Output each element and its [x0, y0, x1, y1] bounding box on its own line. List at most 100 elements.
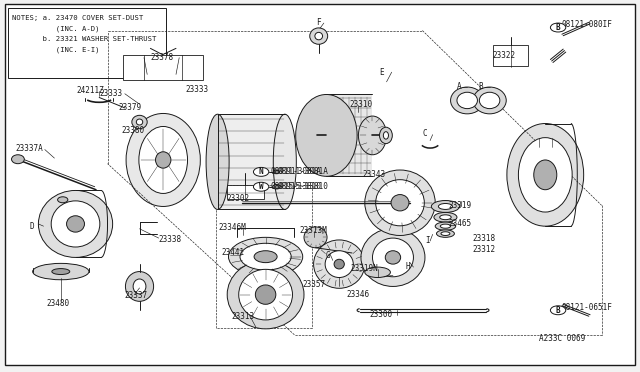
- Ellipse shape: [228, 237, 303, 276]
- Ellipse shape: [380, 127, 392, 144]
- Ellipse shape: [12, 155, 24, 164]
- Ellipse shape: [441, 232, 450, 235]
- Text: 23312: 23312: [472, 246, 495, 254]
- Text: D: D: [29, 222, 34, 231]
- Ellipse shape: [440, 224, 451, 228]
- Ellipse shape: [534, 160, 557, 190]
- Ellipse shape: [315, 32, 323, 40]
- Ellipse shape: [239, 269, 292, 320]
- Ellipse shape: [440, 215, 451, 219]
- Ellipse shape: [273, 114, 296, 209]
- Ellipse shape: [334, 259, 344, 269]
- Bar: [493, 45, 528, 66]
- Ellipse shape: [451, 87, 484, 114]
- Circle shape: [550, 23, 566, 32]
- Text: I: I: [425, 236, 429, 245]
- Text: B: B: [556, 23, 561, 32]
- Text: 23343: 23343: [363, 170, 386, 179]
- Ellipse shape: [156, 152, 171, 168]
- Text: 23322: 23322: [493, 51, 516, 60]
- Ellipse shape: [139, 126, 188, 193]
- Text: 23310: 23310: [349, 100, 372, 109]
- Ellipse shape: [479, 92, 500, 109]
- Text: 23302: 23302: [227, 194, 250, 203]
- Ellipse shape: [136, 119, 143, 125]
- Text: 23319: 23319: [448, 201, 471, 210]
- Ellipse shape: [125, 272, 154, 301]
- Text: 23441: 23441: [221, 248, 244, 257]
- Ellipse shape: [376, 180, 424, 226]
- Ellipse shape: [358, 116, 387, 155]
- Text: 23338: 23338: [159, 235, 182, 244]
- Text: b. 23321 WASHER SET-THRUST: b. 23321 WASHER SET-THRUST: [12, 36, 156, 42]
- Text: 24211Z: 24211Z: [77, 86, 104, 94]
- Text: 23357: 23357: [302, 280, 325, 289]
- Ellipse shape: [435, 222, 456, 230]
- Ellipse shape: [133, 279, 146, 294]
- Ellipse shape: [457, 92, 477, 109]
- Ellipse shape: [33, 263, 89, 280]
- Text: 08121-080IF: 08121-080IF: [562, 20, 612, 29]
- Ellipse shape: [67, 216, 84, 232]
- Circle shape: [550, 306, 566, 315]
- Text: N: N: [259, 167, 264, 176]
- Text: C: C: [422, 129, 427, 138]
- Ellipse shape: [58, 197, 68, 203]
- Bar: [218, 114, 285, 209]
- Bar: [8, 8, 166, 78]
- Ellipse shape: [314, 240, 365, 288]
- Ellipse shape: [52, 269, 70, 275]
- Ellipse shape: [51, 201, 100, 247]
- Text: 23480: 23480: [46, 299, 69, 308]
- Circle shape: [253, 182, 269, 191]
- Text: B: B: [479, 82, 483, 91]
- Text: 23318: 23318: [472, 234, 495, 243]
- Text: 23378: 23378: [150, 53, 173, 62]
- Text: 08915-13810: 08915-13810: [270, 182, 321, 191]
- Ellipse shape: [385, 251, 401, 264]
- Ellipse shape: [273, 185, 280, 189]
- Text: 08911-3081A: 08911-3081A: [270, 167, 321, 176]
- Text: 08915-13810: 08915-13810: [278, 182, 328, 191]
- Ellipse shape: [325, 251, 353, 278]
- Text: 23319N: 23319N: [351, 264, 378, 273]
- Text: G: G: [326, 251, 330, 260]
- Text: 23465: 23465: [448, 219, 471, 228]
- Text: B: B: [556, 306, 561, 315]
- Ellipse shape: [126, 113, 200, 206]
- Ellipse shape: [296, 94, 357, 176]
- Text: 23337A: 23337A: [15, 144, 43, 153]
- Ellipse shape: [240, 243, 291, 270]
- Text: 23346M: 23346M: [219, 223, 246, 232]
- Text: 23379: 23379: [118, 103, 141, 112]
- Circle shape: [253, 167, 269, 176]
- Ellipse shape: [365, 170, 435, 235]
- Text: NOTES; a. 23470 COVER SET-DUST: NOTES; a. 23470 COVER SET-DUST: [12, 15, 143, 21]
- Text: A233C 0069: A233C 0069: [539, 334, 585, 343]
- Text: 08121-0651F: 08121-0651F: [562, 303, 612, 312]
- Text: A: A: [457, 82, 461, 91]
- Ellipse shape: [518, 138, 572, 212]
- Ellipse shape: [434, 212, 457, 222]
- Text: 08911-3081A: 08911-3081A: [278, 167, 328, 176]
- Text: 23333: 23333: [186, 85, 209, 94]
- Ellipse shape: [206, 114, 229, 209]
- Text: (INC. A-D): (INC. A-D): [12, 25, 99, 32]
- Ellipse shape: [438, 203, 452, 209]
- Ellipse shape: [255, 285, 276, 304]
- Text: 23313: 23313: [232, 312, 255, 321]
- Text: 23346: 23346: [347, 290, 370, 299]
- Ellipse shape: [361, 228, 425, 286]
- Ellipse shape: [304, 227, 327, 248]
- Ellipse shape: [383, 132, 388, 139]
- Text: 23380: 23380: [122, 126, 145, 135]
- Ellipse shape: [273, 170, 280, 174]
- Text: E: E: [379, 68, 383, 77]
- Ellipse shape: [473, 87, 506, 114]
- Bar: [326, 94, 372, 176]
- Text: (INC. E-I): (INC. E-I): [12, 46, 99, 52]
- Ellipse shape: [507, 124, 584, 226]
- Text: 23333: 23333: [99, 89, 122, 97]
- Bar: [123, 55, 203, 80]
- Ellipse shape: [132, 115, 147, 129]
